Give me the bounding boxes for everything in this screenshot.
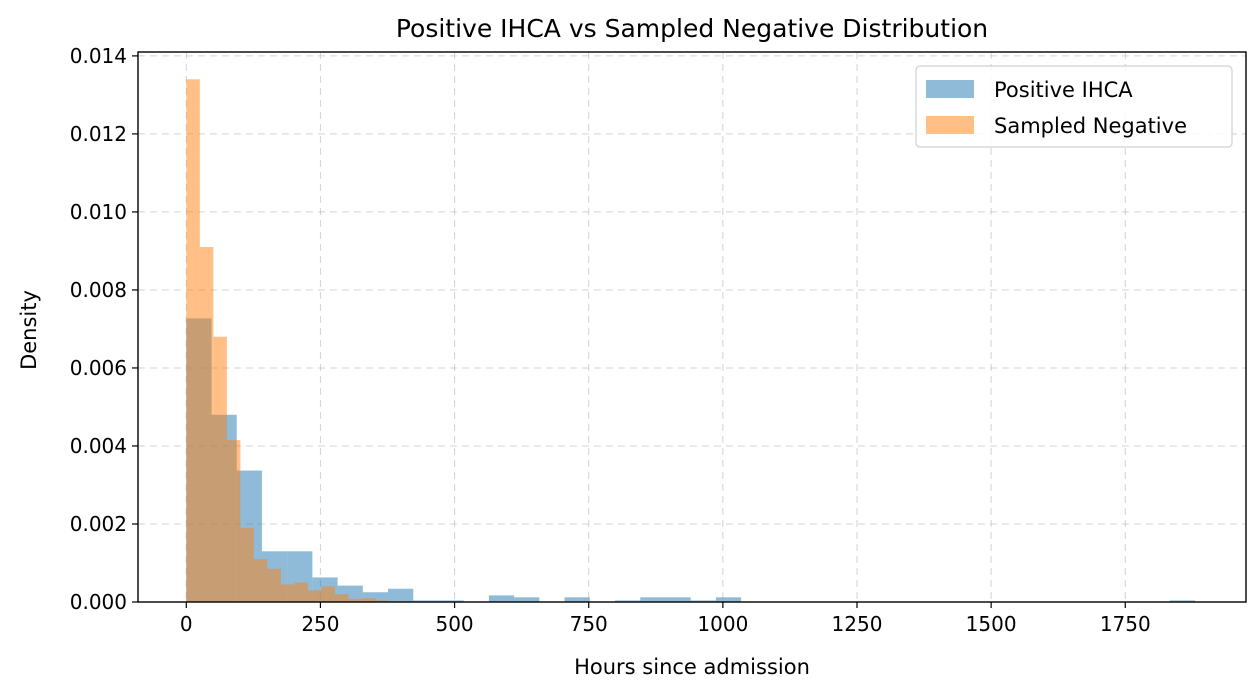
histogram-bar — [375, 600, 390, 602]
histogram-bar — [665, 597, 691, 602]
y-tick-label: 0.008 — [70, 278, 127, 302]
y-tick-label: 0.006 — [70, 356, 127, 380]
histogram-bar — [321, 586, 336, 602]
legend-swatch — [926, 116, 974, 134]
x-tick-label: 500 — [435, 612, 473, 636]
legend-box — [915, 65, 1233, 148]
plot-frame — [137, 51, 1247, 603]
y-tick-label: 0.010 — [70, 200, 127, 224]
legend-swatch — [926, 80, 974, 98]
histogram-bar — [267, 568, 281, 602]
x-tick-label: 1500 — [966, 612, 1017, 636]
histogram-bar — [280, 584, 295, 602]
histogram-bar — [488, 595, 515, 602]
legend-label: Sampled Negative — [994, 114, 1187, 138]
histogram-bar — [564, 597, 590, 602]
histogram-bar — [226, 440, 241, 602]
x-tick-label: 1750 — [1100, 612, 1151, 636]
histogram-bar — [362, 592, 389, 602]
y-axis-ticks: 0.000 0.002 0.004 0.006 0.008 0.010 0.012 0.014 — [70, 44, 138, 614]
histogram-bar — [640, 597, 666, 602]
histogram-bars — [186, 79, 1196, 603]
histogram-bar — [253, 559, 268, 602]
x-axis-ticks: 0 250 500 750 1000 1250 1500 1750 — [180, 602, 1151, 636]
y-tick-label: 0.000 — [70, 590, 127, 614]
histogram-bar — [388, 588, 414, 602]
histogram-bar — [240, 527, 254, 602]
x-axis-label: Hours since admission — [574, 655, 810, 679]
histogram-bar — [413, 600, 439, 602]
x-tick-label: 1000 — [697, 612, 748, 636]
histogram-bar — [294, 582, 308, 602]
histogram-bar — [1169, 600, 1196, 602]
histogram-bar — [335, 594, 349, 602]
histogram-bar — [438, 600, 464, 602]
y-tick-label: 0.014 — [70, 44, 127, 68]
legend: Positive IHCA Sampled Negative — [915, 65, 1233, 148]
y-tick-label: 0.002 — [70, 512, 127, 536]
histogram-bar — [690, 600, 716, 602]
series-sampled-negative — [186, 79, 390, 603]
series-positive-ihca — [186, 318, 1196, 602]
x-tick-label: 750 — [570, 612, 608, 636]
y-tick-label: 0.004 — [70, 434, 127, 458]
histogram-bar — [213, 336, 227, 602]
histogram-bar — [199, 247, 214, 602]
x-tick-label: 1250 — [832, 612, 883, 636]
histogram-bar — [514, 597, 540, 602]
histogram-bar — [307, 590, 322, 602]
y-axis-label: Density — [17, 290, 41, 370]
legend-label: Positive IHCA — [994, 78, 1133, 102]
x-tick-label: 0 — [180, 612, 193, 636]
histogram-bar — [362, 598, 376, 602]
histogram-bar — [715, 597, 742, 602]
histogram-bar — [186, 79, 200, 603]
chart-title: Positive IHCA vs Sampled Negative Distri… — [396, 14, 988, 43]
histogram-bar — [348, 598, 363, 602]
x-tick-label: 250 — [301, 612, 339, 636]
histogram-bar — [615, 600, 641, 602]
y-tick-label: 0.012 — [70, 122, 127, 146]
